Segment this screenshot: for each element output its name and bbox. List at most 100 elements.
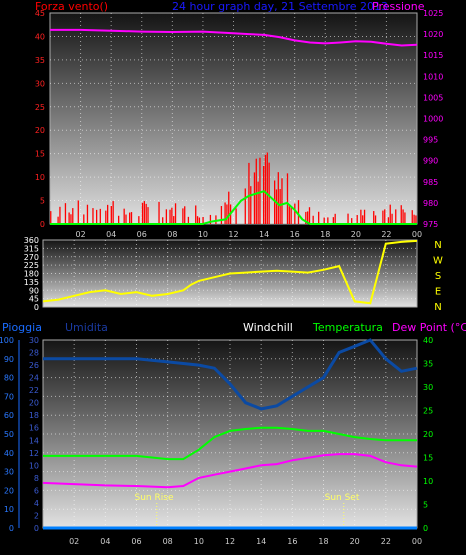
wind-tick-label: 5: [40, 197, 45, 206]
pressure-tick-label: 990: [423, 157, 438, 166]
pioggia-tick-label: 10: [4, 505, 14, 514]
temperature-tick-label: 0: [423, 524, 428, 533]
umidita-tick-label: 14: [29, 436, 39, 445]
wind-panel: [49, 12, 418, 225]
temperature-tick-label: 35: [423, 360, 433, 369]
x-tick-label: 04: [100, 537, 110, 546]
umidita-tick-label: 20: [29, 399, 39, 408]
umidita-tick-label: 24: [29, 374, 39, 383]
umidita-tick-label: 22: [29, 386, 39, 395]
temperature-tick-label: 15: [423, 454, 433, 463]
wind-tick-label: 35: [35, 56, 45, 65]
umidita-tick-label: 0: [34, 524, 39, 533]
umidita-tick-label: 8: [34, 474, 39, 483]
legend-umidita: Umidita: [65, 321, 108, 334]
legend-dew-point: Dew Point (°C): [392, 321, 466, 334]
umidita-tick-label: 28: [29, 349, 39, 358]
x-tick-label: 22: [381, 537, 391, 546]
x-tick-label: 20: [351, 230, 361, 239]
pressure-tick-label: 1000: [423, 115, 443, 124]
x-tick-label: 14: [256, 537, 266, 546]
humidity-line: [43, 338, 418, 411]
umidita-tick-label: 6: [34, 486, 39, 495]
compass-label: W: [433, 256, 443, 267]
x-tick-label: 12: [225, 537, 235, 546]
x-tick-label: 14: [259, 230, 269, 239]
direction-tick-label: 225: [24, 261, 39, 270]
x-tick-label: 18: [320, 230, 330, 239]
compass-label: S: [435, 271, 441, 282]
direction-tick-label: 90: [29, 286, 39, 295]
direction-tick-label: 135: [24, 278, 39, 287]
umidita-tick-label: 16: [29, 424, 39, 433]
direction-tick-label: 270: [24, 253, 39, 262]
wind-tick-label: 15: [35, 150, 45, 159]
temperature-tick-label: 30: [423, 383, 433, 392]
direction-tick-label: 315: [24, 244, 39, 253]
wind-tick-label: 25: [35, 103, 45, 112]
sun-set-label: Sun Set: [325, 493, 360, 503]
sun-rise-label: Sun Rise: [135, 493, 174, 503]
x-tick-label: 22: [381, 230, 391, 239]
wind-tick-label: 30: [35, 79, 45, 88]
compass-label: N: [434, 302, 441, 313]
x-tick-label: 08: [167, 230, 177, 239]
pressure-tick-label: 1020: [423, 30, 443, 39]
direction-tick-label: 45: [29, 295, 39, 304]
umidita-tick-label: 12: [29, 449, 39, 458]
pioggia-tick-label: 80: [4, 374, 14, 383]
direction-tick-label: 0: [34, 303, 39, 312]
direction-tick-label: 180: [24, 270, 39, 279]
pressure-tick-label: 1005: [423, 93, 443, 102]
umidita-tick-label: 26: [29, 361, 39, 370]
x-tick-label: 00: [412, 537, 422, 546]
direction-tick-label: 360: [24, 236, 39, 245]
x-tick-label: 20: [350, 537, 360, 546]
wind-tick-label: 45: [35, 9, 45, 18]
x-tick-label: 02: [69, 537, 79, 546]
legend-windchill: Windchill: [243, 321, 293, 334]
temperature-line: [43, 426, 417, 461]
wind-axis-label: Forza vento(): [35, 0, 108, 13]
pioggia-tick-label: 60: [4, 411, 14, 420]
pioggia-tick-label: 40: [4, 449, 14, 458]
x-tick-label: 10: [198, 230, 208, 239]
wind-tick-label: 20: [35, 126, 45, 135]
gust-line: [50, 190, 417, 225]
umidita-tick-label: 10: [29, 461, 39, 470]
x-tick-label: 00: [412, 230, 422, 239]
pioggia-tick-label: 0: [9, 524, 14, 533]
pressure-tick-label: 1025: [423, 9, 443, 18]
pressure-tick-label: 985: [423, 178, 438, 187]
umidita-tick-label: 4: [34, 499, 39, 508]
x-tick-label: 06: [131, 537, 141, 546]
pioggia-tick-label: 30: [4, 468, 14, 477]
x-tick-label: 06: [137, 230, 147, 239]
temperature-tick-label: 25: [423, 407, 433, 416]
temperature-tick-label: 40: [423, 336, 433, 345]
x-tick-label: 02: [75, 230, 85, 239]
pioggia-tick-label: 90: [4, 355, 14, 364]
pressure-tick-label: 1015: [423, 51, 443, 60]
temperature-tick-label: 5: [423, 501, 428, 510]
wind-direction-line: [42, 239, 418, 305]
pioggia-tick-label: 100: [0, 336, 14, 345]
x-tick-label: 16: [290, 230, 300, 239]
wind-tick-label: 10: [35, 173, 45, 182]
temperature-tick-label: 20: [423, 430, 433, 439]
pressure-line: [50, 28, 418, 47]
x-tick-label: 12: [228, 230, 238, 239]
compass-label: E: [435, 287, 441, 298]
legend-temperatura: Temperatura: [312, 321, 383, 334]
dew-point-line: [42, 453, 418, 489]
pressure-tick-label: 995: [423, 136, 438, 145]
pioggia-tick-label: 70: [4, 392, 14, 401]
pioggia-tick-label: 20: [4, 486, 14, 495]
x-tick-label: 08: [163, 537, 173, 546]
chart-title: 24 hour graph day, 21 Settembre 2013: [172, 0, 388, 13]
pressure-axis-label: Pressione: [372, 0, 425, 13]
compass-label: N: [434, 240, 441, 251]
x-tick-label: 16: [287, 537, 297, 546]
pressure-tick-label: 975: [423, 220, 438, 229]
